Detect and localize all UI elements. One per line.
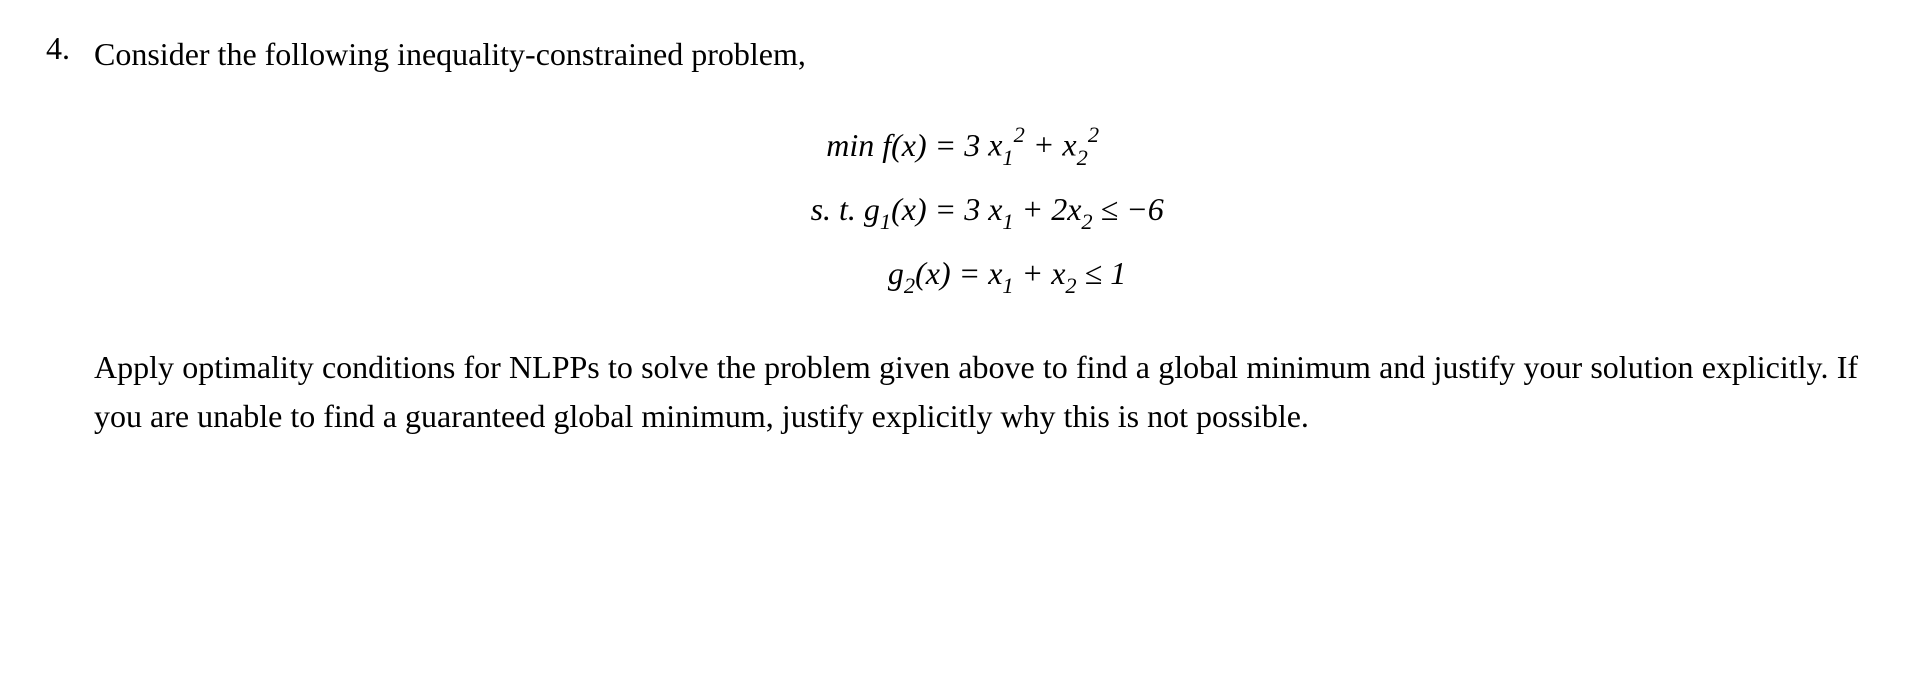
math-line-2: s. t. g1(x) = 3 x1 + 2x2 ≤ −6 xyxy=(788,185,1164,237)
math-align-wrapper: min f(x) = 3 x12 + x22 s. t. g1(x) = 3 x… xyxy=(788,108,1164,313)
x-var-3: x xyxy=(926,255,940,291)
st-label: s. t. xyxy=(811,191,864,227)
math-line-3-left: g2(x) = xyxy=(788,249,988,301)
g1-sub: 1 xyxy=(880,209,891,234)
f-symbol: f xyxy=(882,127,891,163)
math-line-2-left: s. t. g1(x) = 3 xyxy=(788,185,988,237)
leq-2: ≤ −6 xyxy=(1093,191,1164,227)
plus-2: + 2 xyxy=(1014,191,1068,227)
question-content: Consider the following inequality-constr… xyxy=(94,30,1858,442)
x-var-2: x xyxy=(902,191,916,227)
math-line-1-right: x12 + x22 xyxy=(988,120,1099,173)
paren-open-1: ( xyxy=(891,127,902,163)
plus-1: + xyxy=(1025,127,1063,163)
paren-open-2: ( xyxy=(891,191,902,227)
plus-3: + xyxy=(1014,255,1052,291)
body-text: Apply optimality conditions for NLPPs to… xyxy=(94,343,1858,442)
leq-3: ≤ 1 xyxy=(1077,255,1127,291)
x2-base-2: x xyxy=(1067,191,1081,227)
question-container: 4. Consider the following inequality-con… xyxy=(30,30,1858,442)
math-line-2-right: x1 + 2x2 ≤ −6 xyxy=(988,185,1164,237)
x1-sub-2: 1 xyxy=(1002,209,1013,234)
x2-sub-1: 2 xyxy=(1077,145,1088,170)
x2-sub-3: 2 xyxy=(1065,273,1076,298)
paren-close-eq-3: ) = xyxy=(940,255,980,291)
math-line-1-left: min f(x) = 3 xyxy=(788,121,988,169)
x1-base-3: x xyxy=(988,255,1002,291)
x1-sup-1: 2 xyxy=(1014,122,1025,147)
g2-sub: 2 xyxy=(904,273,915,298)
x2-sup-1: 2 xyxy=(1088,122,1099,147)
paren-open-3: ( xyxy=(915,255,926,291)
x2-base-3: x xyxy=(1051,255,1065,291)
paren-close-eq-2: ) = 3 xyxy=(916,191,980,227)
x2-sub-2: 2 xyxy=(1081,209,1092,234)
question-number: 4. xyxy=(30,30,70,67)
g2-symbol: g xyxy=(888,255,904,291)
x1-base-2: x xyxy=(988,191,1002,227)
g1-symbol: g xyxy=(864,191,880,227)
math-line-3: g2(x) = x1 + x2 ≤ 1 xyxy=(788,249,1164,301)
x2-base-1: x xyxy=(1062,127,1076,163)
x1-sub-1: 1 xyxy=(1002,145,1013,170)
x1-sub-3: 1 xyxy=(1002,273,1013,298)
x-var-1: x xyxy=(902,127,916,163)
paren-close-eq-1: ) = 3 xyxy=(916,127,980,163)
math-block: min f(x) = 3 x12 + x22 s. t. g1(x) = 3 x… xyxy=(94,108,1858,313)
x1-base-1: x xyxy=(988,127,1002,163)
intro-text: Consider the following inequality-constr… xyxy=(94,30,1858,78)
min-label: min xyxy=(826,127,882,163)
math-line-1: min f(x) = 3 x12 + x22 xyxy=(788,120,1164,173)
math-line-3-right: x1 + x2 ≤ 1 xyxy=(988,249,1126,301)
